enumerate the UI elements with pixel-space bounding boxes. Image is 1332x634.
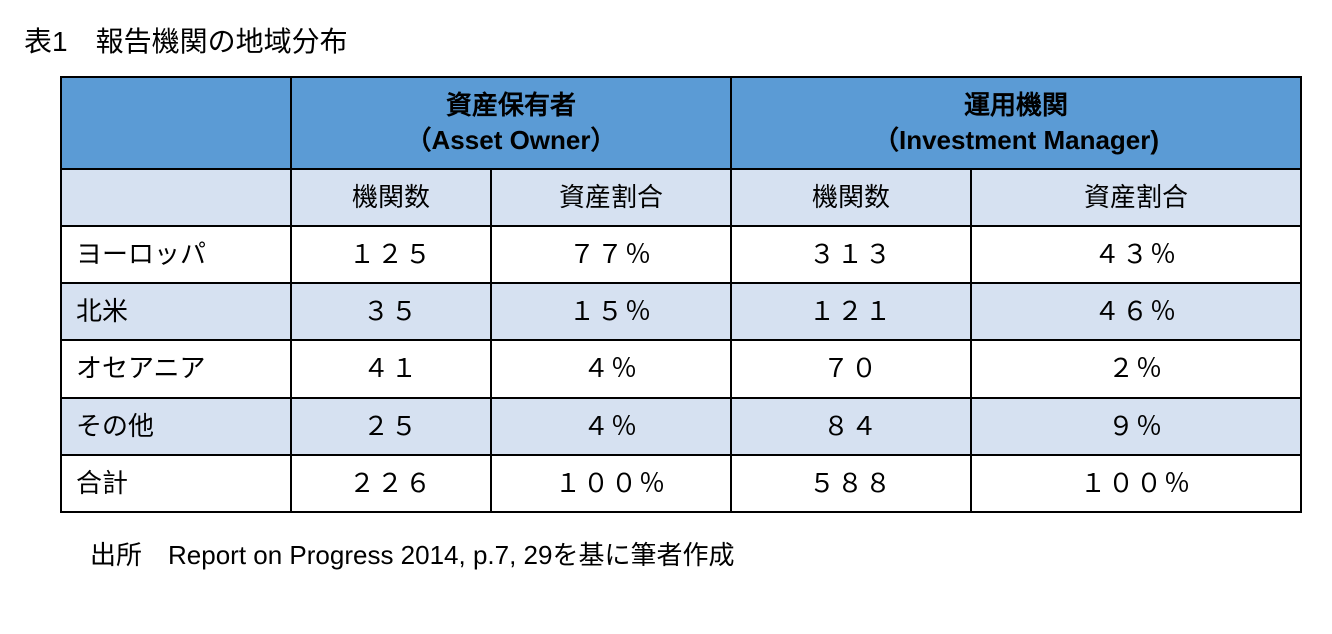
cell: ４％ [491,398,731,455]
table-row: オセアニア ４１ ４％ ７０ ２％ [61,340,1301,397]
cell: ７０ [731,340,971,397]
cell: ９％ [971,398,1301,455]
table-row: その他 ２５ ４％ ８４ ９％ [61,398,1301,455]
table-caption: 表1 報告機関の地域分布 [24,20,1312,60]
subheader-ao-ratio: 資産割合 [491,169,731,226]
row-label: 合計 [61,455,291,512]
header-blank-1 [61,77,291,169]
subheader-im-count: 機関数 [731,169,971,226]
cell: １２１ [731,283,971,340]
cell: １００％ [491,455,731,512]
subheader-ao-count: 機関数 [291,169,491,226]
cell: ７７％ [491,226,731,283]
header-investment-manager: 運用機関 （Investment Manager) [731,77,1301,169]
row-label: オセアニア [61,340,291,397]
cell: ４３％ [971,226,1301,283]
row-label: その他 [61,398,291,455]
header-im-line1: 運用機関 [964,90,1068,120]
cell: ４１ [291,340,491,397]
table-row: 合計 ２２６ １００％ ５８８ １００％ [61,455,1301,512]
table-container: 資産保有者 （Asset Owner） 運用機関 （Investment Man… [60,76,1300,513]
cell: １００％ [971,455,1301,512]
table-row: ヨーロッパ １２５ ７７％ ３１３ ４３％ [61,226,1301,283]
cell: ３５ [291,283,491,340]
cell: ２２６ [291,455,491,512]
subheader-im-ratio: 資産割合 [971,169,1301,226]
header-row-1: 資産保有者 （Asset Owner） 運用機関 （Investment Man… [61,77,1301,169]
header-blank-2 [61,169,291,226]
cell: ２％ [971,340,1301,397]
cell: １５％ [491,283,731,340]
region-distribution-table: 資産保有者 （Asset Owner） 運用機関 （Investment Man… [60,76,1302,513]
cell: ３１３ [731,226,971,283]
header-im-line2: （Investment Manager) [873,125,1159,155]
row-label: ヨーロッパ [61,226,291,283]
cell: ５８８ [731,455,971,512]
cell: １２５ [291,226,491,283]
source-note: 出所 Report on Progress 2014, p.7, 29を基に筆者… [90,535,1312,572]
header-row-2: 機関数 資産割合 機関数 資産割合 [61,169,1301,226]
header-asset-owner-line2: （Asset Owner） [406,125,617,155]
table-row: 北米 ３５ １５％ １２１ ４６％ [61,283,1301,340]
cell: ８４ [731,398,971,455]
cell: ２５ [291,398,491,455]
row-label: 北米 [61,283,291,340]
header-asset-owner: 資産保有者 （Asset Owner） [291,77,731,169]
header-asset-owner-line1: 資産保有者 [446,90,576,120]
cell: ４６％ [971,283,1301,340]
cell: ４％ [491,340,731,397]
